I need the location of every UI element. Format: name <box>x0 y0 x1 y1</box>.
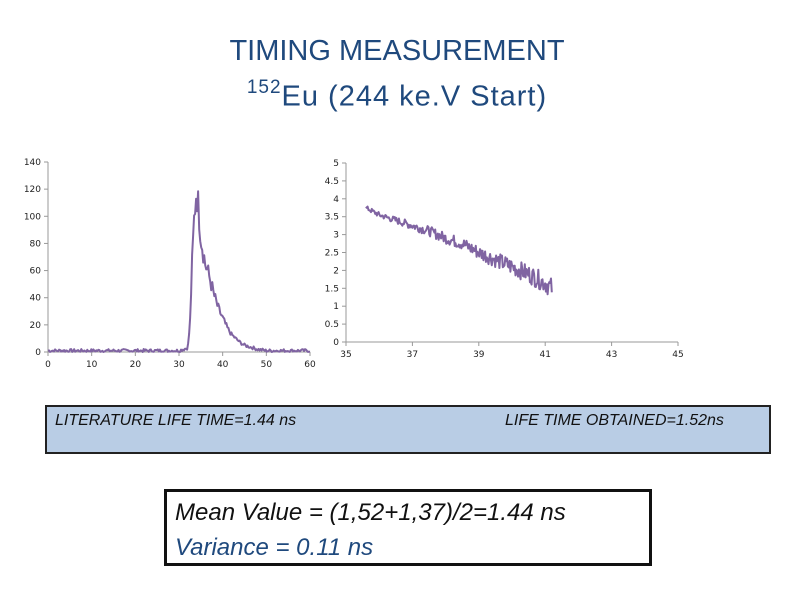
chart2-y-tick-label: 2.5 <box>325 249 339 259</box>
mean-value-box: Mean Value = (1,52+1,37)/2=1.44 ns Varia… <box>164 489 652 566</box>
subtitle-text: Eu (244 ke.V Start) <box>281 80 548 113</box>
chart2-y-tick-label: 1 <box>333 302 339 312</box>
chart1-x-tick-label: 60 <box>304 360 316 370</box>
chart1-x-tick-label: 20 <box>130 360 142 370</box>
variance-text: Variance = 0.11 ns <box>175 534 374 561</box>
chart1-y-tick-label: 20 <box>30 321 42 331</box>
chart1-series-line <box>47 190 311 353</box>
chart2-x-tick-label: 43 <box>606 350 617 360</box>
chart2-x-tick-label: 41 <box>539 350 550 360</box>
chart1-x-tick-label: 0 <box>45 360 51 370</box>
chart1-x-tick-label: 50 <box>261 360 273 370</box>
chart2-y-tick-label: 3.5 <box>325 213 339 223</box>
mean-value-text: Mean Value = (1,52+1,37)/2=1.44 ns <box>175 499 566 526</box>
chart2-x-tick-label: 37 <box>407 350 418 360</box>
slide-title: TIMING MEASUREMENT <box>229 35 565 67</box>
chart2-y-tick-label: 5 <box>333 159 339 169</box>
chart2-x-tick-label: 39 <box>473 350 485 360</box>
literature-lifetime-label: LITERATURE LIFE TIME=1.44 ns <box>55 412 297 429</box>
chart1-y-tick-label: 120 <box>24 185 41 195</box>
chart1-x-tick-label: 10 <box>86 360 98 370</box>
chart2-y-tick-label: 4 <box>333 195 339 205</box>
chart1-y-tick-label: 140 <box>24 158 41 168</box>
chart2-y-tick-label: 0.5 <box>325 320 339 330</box>
lifetime-info-box: LITERATURE LIFE TIME=1.44 ns LIFE TIME O… <box>45 405 771 454</box>
chart2-y-tick-label: 2 <box>333 266 339 276</box>
chart1-y-tick-label: 80 <box>30 239 42 249</box>
chart2-x-tick-label: 45 <box>672 350 683 360</box>
chart1-x-tick-label: 40 <box>217 360 229 370</box>
chart2-y-tick-label: 4.5 <box>325 177 339 187</box>
isotope-mass-number: 152 <box>246 77 282 98</box>
obtained-lifetime-label: LIFE TIME OBTAINED=1.52ns <box>505 412 724 429</box>
chart2-y-tick-label: 3 <box>333 231 339 241</box>
chart1-y-tick-label: 60 <box>30 267 42 277</box>
chart1-y-tick-label: 0 <box>35 348 41 358</box>
chart1-y-tick-label: 40 <box>30 294 42 304</box>
chart2-y-tick-label: 0 <box>333 338 339 348</box>
chart1-y-tick-label: 100 <box>24 212 41 222</box>
chart1-x-tick-label: 30 <box>173 360 185 370</box>
chart2-x-tick-label: 35 <box>340 350 351 360</box>
slide-subtitle: 152Eu (244 ke.V Start) <box>0 73 794 114</box>
chart2-y-tick-label: 1.5 <box>325 284 339 294</box>
chart2-series-line <box>365 205 553 296</box>
